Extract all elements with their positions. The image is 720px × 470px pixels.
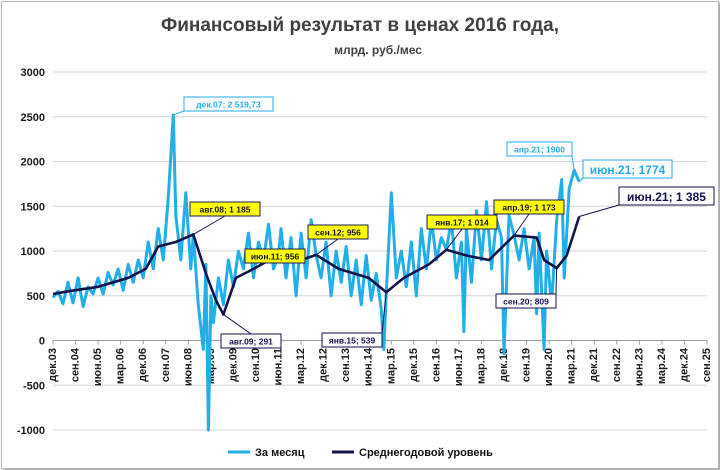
callout-leader (513, 213, 530, 236)
callout-leader (579, 204, 620, 218)
callout-box (582, 159, 673, 179)
data-callout: июн.11; 956 (244, 248, 306, 264)
callout-box (307, 224, 369, 240)
x-tick-label: мар.06 (115, 348, 127, 384)
x-tick-label: сен.19 (521, 348, 533, 382)
callout-box (495, 293, 557, 309)
y-axis: -1000 -500 0 500 1000 1500 2000 2500 3000 (17, 67, 45, 437)
x-axis: дек.03 сен.04 июн.05 мар.06 дек.06 сен.07 июн.… (47, 340, 713, 386)
y-tick-label: 1000 (21, 246, 45, 258)
x-tick-label: дек.03 (47, 348, 59, 382)
legend: За месяц Среднегодовой уровень (228, 447, 493, 459)
callout-label: янв.15; 539 (329, 335, 376, 345)
y-tick-label: 1500 (21, 201, 45, 213)
x-tick-label: дек.18 (498, 348, 510, 382)
callout-box (321, 332, 383, 348)
x-tick-label: сен.22 (611, 348, 623, 382)
x-tick-label: сен.25 (701, 348, 713, 382)
callout-label: дек.07; 2 519,73 (196, 99, 261, 109)
callout-box (493, 199, 565, 215)
callout-box (244, 248, 306, 264)
callout-label: июн.21; 1 385 (627, 190, 706, 204)
x-tick-label: сен.10 (250, 348, 262, 382)
data-callout: июн.21; 1 385 (579, 186, 715, 218)
callout-box (426, 214, 498, 230)
callout-box (220, 333, 282, 349)
x-tick-label: июн.17 (453, 348, 465, 386)
x-tick-label: мар.21 (566, 348, 578, 384)
series-line-annual-average (52, 216, 581, 316)
callout-box (506, 141, 573, 157)
x-tick-label: июн.05 (92, 348, 104, 386)
x-tick-label: июн.08 (182, 348, 194, 386)
callout-leader (173, 110, 185, 116)
x-tick-label: июн.20 (543, 348, 555, 386)
callout-leader (446, 228, 463, 251)
data-callout: сен.20; 809 (495, 268, 558, 309)
y-tick-label: 3000 (21, 67, 45, 79)
callout-box (618, 186, 715, 206)
callout-label: янв.17; 1 014 (435, 217, 489, 227)
annotations: дек.07; 2 519,73 авг.08; 1 185 июн.11; 956… (173, 96, 715, 349)
x-tick-label: июн.23 (633, 348, 645, 386)
gridlines (53, 71, 707, 431)
callout-leader (193, 215, 226, 235)
callout-label: июн.11; 956 (251, 251, 300, 261)
callout-leader (223, 314, 252, 335)
data-callout: июн.21; 1774 (578, 159, 673, 183)
callout-leader (381, 292, 387, 334)
callout-box (183, 96, 274, 112)
x-tick-label: дек.21 (588, 348, 600, 382)
x-tick-label: июн.11 (273, 348, 285, 386)
y-tick-label: 500 (27, 291, 45, 303)
x-tick-label: дек.12 (318, 348, 330, 382)
data-callout: янв.17; 1 014 (426, 214, 498, 251)
y-tick-label: -1000 (17, 425, 45, 437)
callout-leader (315, 238, 339, 256)
x-tick-label: дек.24 (678, 347, 690, 382)
callout-label: июн.21; 1774 (590, 163, 666, 177)
callout-leader (571, 155, 575, 171)
x-tick-label: сен.13 (340, 348, 352, 382)
x-tick-label: мар.24 (656, 347, 668, 384)
x-tick-label: дек.15 (408, 348, 420, 382)
callout-label: апр.19; 1 173 (502, 202, 556, 212)
callout-label: апр.21; 1900 (514, 144, 565, 154)
x-tick-label: дек.06 (137, 348, 149, 382)
callout-leader (555, 268, 558, 295)
x-tick-label: сен.07 (160, 348, 172, 382)
chart-title: Финансовый результат в ценах 2016 года, (161, 15, 559, 36)
x-tick-label: мар.15 (385, 348, 397, 384)
callout-leader (578, 177, 584, 183)
x-tick-label: сен.16 (430, 348, 442, 382)
data-callout: авг.08; 1 185 (189, 201, 261, 235)
legend-label: За месяц (255, 447, 305, 459)
callout-label: сен.12; 956 (315, 227, 361, 237)
callout-label: авг.09; 291 (229, 336, 273, 346)
chart-subtitle: млрд. руб./мес (334, 43, 422, 57)
x-tick-label: мар.12 (295, 348, 307, 384)
callout-label: сен.20; 809 (503, 296, 549, 306)
data-callout: авг.09; 291 (220, 314, 282, 349)
callout-label: авг.08; 1 185 (200, 204, 251, 214)
y-tick-label: 2000 (21, 157, 45, 169)
data-callout: янв.15; 539 (321, 292, 387, 348)
x-tick-label: мар.18 (475, 348, 487, 384)
y-tick-label: 2500 (21, 112, 45, 124)
x-tick-label: сен.04 (70, 347, 82, 382)
y-tick-label: 0 (39, 336, 45, 348)
legend-label: Среднегодовой уровень (359, 447, 493, 459)
data-callout: дек.07; 2 519,73 (173, 96, 274, 116)
y-tick-label: -500 (23, 380, 45, 392)
data-callout: апр.21; 1900 (506, 141, 575, 171)
x-tick-label: дек.09 (227, 348, 239, 382)
data-callout: апр.19; 1 173 (493, 199, 565, 236)
x-tick-label: июн.14 (363, 347, 375, 386)
callout-box (189, 201, 261, 217)
data-callout: сен.12; 956 (307, 224, 369, 256)
